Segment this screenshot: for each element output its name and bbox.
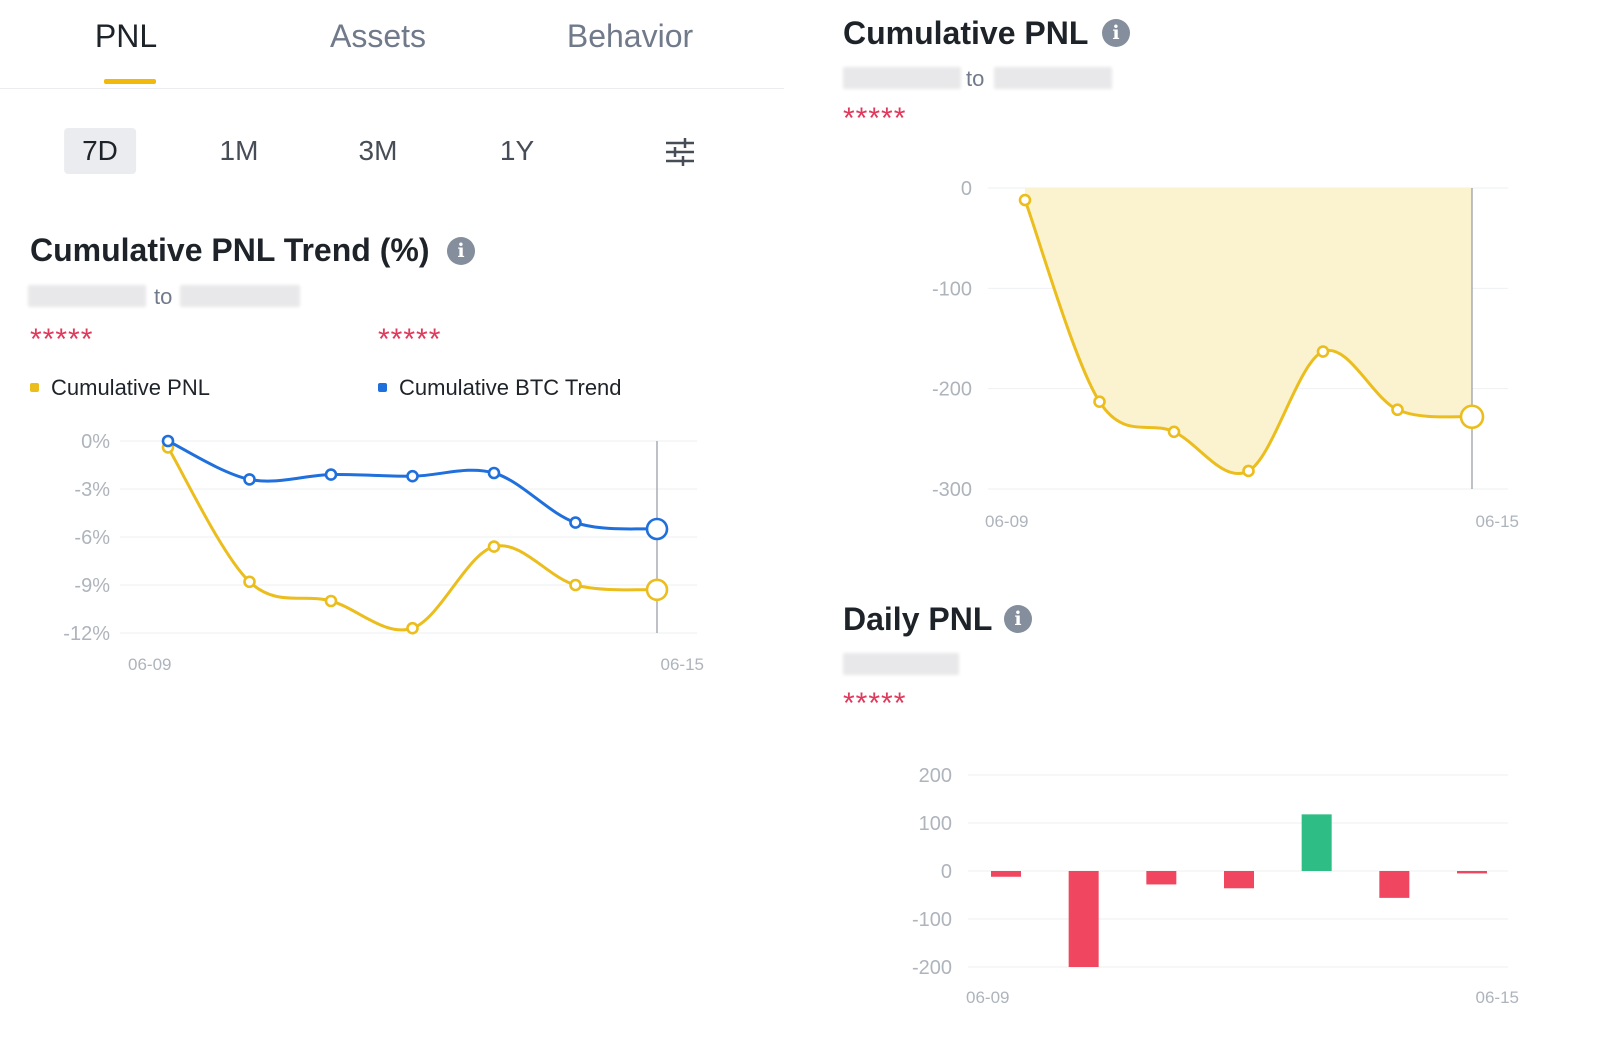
cumulative-series-line [1023, 199, 1473, 475]
trend-x-tick-label: 06-15 [661, 655, 704, 674]
daily-bar [1068, 871, 1099, 967]
trend-y-tick-label: -3% [74, 479, 110, 501]
daily-bar [1457, 871, 1487, 874]
daily-y-tick-label: 100 [919, 813, 952, 835]
legend-pnl-swatch [30, 382, 39, 392]
daily-bar [1379, 871, 1410, 898]
active-tab-indicator [104, 79, 156, 84]
tab-bar: PNL Assets Behavior [0, 0, 784, 89]
period-3m-button[interactable]: 3M [358, 135, 398, 166]
cumulative-pnl-chart[interactable]: 0 -100 -200 -300 06-09 06-15 [0, 0, 1600, 560]
trend-chart-title: Cumulative PNL Trend (%) [30, 232, 430, 268]
trend-data-point [324, 594, 338, 608]
trend-data-point [161, 434, 175, 448]
cumulative-area-fill [1025, 188, 1472, 474]
trend-data-point [406, 621, 419, 635]
trend-pnl-value-hidden: ***** [30, 323, 94, 356]
trend-data-point [324, 468, 338, 481]
cumulative-y-tick-label: -200 [932, 379, 972, 401]
trend-start-date-redacted [28, 285, 146, 307]
cumulative-start-date-redacted [843, 67, 961, 89]
trend-y-tick-label: 0% [81, 431, 110, 453]
trend-y-tick-label: -9% [74, 575, 110, 597]
daily-y-tick-label: -200 [912, 957, 952, 979]
daily-date-redacted [843, 653, 959, 675]
cumulative-y-tick-label: 0 [961, 178, 972, 200]
trend-data-point [569, 578, 582, 592]
period-7d-button[interactable]: 7D [64, 128, 136, 174]
daily-info-icon[interactable]: i [1004, 605, 1032, 633]
cumulative-date-separator: to [966, 66, 985, 91]
cumulative-data-point [1316, 345, 1330, 358]
trend-info-icon[interactable]: i [447, 237, 475, 265]
cumulative-x-tick-label: 06-09 [985, 512, 1028, 531]
cumulative-end-date-redacted [994, 67, 1112, 89]
cumulative-y-tick-label: -300 [932, 479, 972, 501]
trend-date-separator: to [154, 284, 173, 309]
daily-bar [991, 871, 1021, 877]
cumulative-y-tick-label: -100 [932, 278, 972, 300]
trend-data-point [645, 517, 669, 541]
tab-behavior[interactable]: Behavior [566, 18, 694, 54]
trend-data-point [569, 516, 582, 529]
trend-btc-value-hidden: ***** [378, 323, 442, 356]
trend-y-tick-label: -6% [74, 527, 110, 549]
daily-y-tick-label: 0 [941, 861, 952, 883]
daily-y-tick-label: 200 [919, 765, 952, 787]
period-1m-button[interactable]: 1M [219, 135, 259, 166]
cumulative-pnl-trend-chart[interactable]: 0% -3% -6% -9% -12% 06-09 06-15 [0, 0, 784, 700]
daily-bar [1301, 814, 1332, 871]
cumulative-data-point [1242, 464, 1255, 478]
legend-pnl-label: Cumulative PNL [51, 375, 210, 400]
daily-bar [1146, 871, 1177, 885]
period-1y-button[interactable]: 1Y [499, 135, 535, 166]
trend-end-date-redacted [180, 285, 300, 307]
legend-cumulative-btc: Cumulative BTC Trend [378, 375, 622, 401]
tab-pnl[interactable]: PNL [94, 18, 158, 54]
trend-data-point [243, 575, 256, 589]
cumulative-pnl-title: Cumulative PNL [843, 15, 1089, 51]
trend-data-point [406, 469, 419, 483]
daily-value-hidden: ***** [843, 687, 907, 720]
trend-data-point [243, 473, 256, 486]
trend-data-point [487, 540, 501, 553]
cumulative-data-point [1167, 425, 1181, 439]
tab-assets[interactable]: Assets [329, 18, 427, 54]
legend-cumulative-pnl: Cumulative PNL [30, 375, 210, 401]
cumulative-x-tick-label: 06-15 [1476, 512, 1519, 531]
trend-data-point [645, 578, 669, 602]
trend-x-tick-label: 06-09 [128, 655, 171, 674]
cumulative-data-point [1018, 193, 1032, 207]
daily-pnl-title: Daily PNL [843, 601, 993, 637]
filter-sliders-icon[interactable] [664, 136, 696, 168]
legend-btc-swatch [378, 382, 387, 392]
daily-x-tick-label: 06-15 [1476, 988, 1519, 1007]
legend-btc-label: Cumulative BTC Trend [399, 375, 622, 400]
cumulative-data-point [1391, 403, 1404, 417]
cumulative-data-point [1093, 395, 1106, 409]
cumulative-info-icon[interactable]: i [1102, 19, 1130, 47]
cumulative-data-point [1459, 404, 1485, 430]
cumulative-value-hidden: ***** [843, 102, 907, 135]
trend-y-tick-label: -12% [63, 623, 110, 645]
daily-bar [1224, 871, 1254, 889]
daily-x-tick-label: 06-09 [966, 988, 1009, 1007]
trend-data-point [487, 466, 501, 480]
daily-y-tick-label: -100 [912, 909, 952, 931]
